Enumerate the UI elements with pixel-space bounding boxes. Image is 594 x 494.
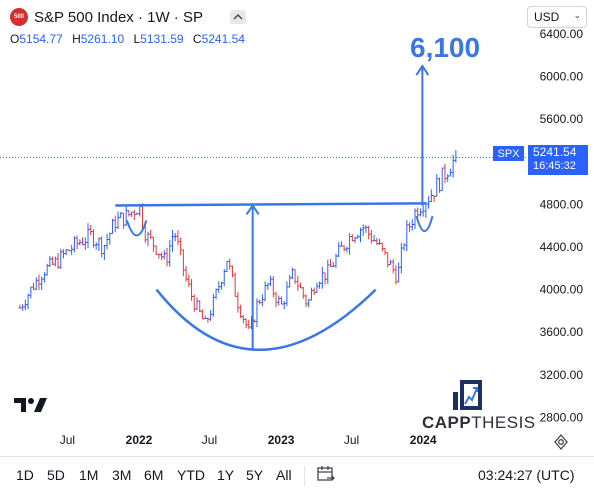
currency-select[interactable]: USD ⌄ (527, 6, 587, 28)
y-tick-label: 3600.00 (540, 325, 584, 339)
high-value: 5261.10 (80, 32, 125, 46)
range-3m-button[interactable]: 3M (112, 467, 132, 483)
open-label: O (10, 32, 20, 46)
range-5y-button[interactable]: 5Y (246, 467, 264, 483)
utc-clock[interactable]: 03:24:27 (UTC) (478, 467, 575, 483)
last-price-tag: 5241.54 16:45:32 (528, 145, 588, 175)
x-tick-label: Jul (60, 433, 75, 447)
collapse-legend-button[interactable] (230, 10, 246, 24)
handle-arc (415, 215, 434, 233)
tradingview-logo-icon[interactable] (14, 397, 48, 418)
capp-chart-logo-icon (453, 380, 482, 410)
last-price: 5241.54 (533, 145, 577, 159)
range-6m-button[interactable]: 6M (144, 467, 164, 483)
range-1y-button[interactable]: 1Y (217, 467, 235, 483)
range-1m-button[interactable]: 1M (79, 467, 99, 483)
chart-header: 500 S&P 500 Index · 1W · SP (10, 6, 203, 28)
y-tick-label: 4000.00 (540, 283, 584, 297)
x-tick-label: 2024 (410, 433, 437, 447)
range-5d-button[interactable]: 5D (47, 467, 65, 483)
target-arrow-head (415, 64, 430, 76)
y-tick-label: 5600.00 (540, 112, 584, 126)
y-tick-label: 3200.00 (540, 368, 584, 382)
cup-arc (155, 288, 377, 352)
high-label: H (72, 32, 81, 46)
chevron-down-icon: ⌄ (573, 10, 581, 20)
low-value: 5131.59 (140, 32, 184, 46)
y-tick-label: 6400.00 (540, 27, 584, 41)
capp-wordmark: CAPPTHESIS (422, 413, 536, 433)
x-tick-label: Jul (202, 433, 217, 447)
close-value: 5241.54 (201, 32, 245, 46)
y-tick-label: 4400.00 (540, 240, 584, 254)
range-all-button[interactable]: All (276, 467, 292, 483)
date-range-button[interactable] (316, 464, 336, 489)
toolbar-separator (304, 466, 305, 486)
symbol-logo: 500 (10, 8, 28, 26)
y-tick-label: 6000.00 (540, 70, 584, 84)
chart-title[interactable]: S&P 500 Index · 1W · SP (34, 8, 203, 26)
chart-settings-button[interactable] (553, 434, 569, 455)
settings-icon (554, 434, 568, 450)
y-tick-label: 4800.00 (540, 197, 584, 211)
brand-light: THESIS (471, 413, 536, 432)
range-1d-button[interactable]: 1D (16, 467, 34, 483)
neckline-line (115, 202, 427, 207)
calendar-range-icon (317, 466, 335, 481)
depth-arrow-head (245, 203, 260, 216)
x-tick-label: Jul (344, 433, 359, 447)
y-tick-label: 2800.00 (540, 410, 584, 424)
symbol-price-tag: SPX (493, 146, 524, 161)
low-label: L (133, 32, 141, 46)
brand-strong: CAPP (422, 413, 472, 432)
close-label: C (192, 32, 202, 46)
currency-value: USD (534, 10, 560, 24)
bottom-divider (0, 456, 594, 457)
handle-arc (125, 220, 148, 237)
ohlc-legend: O5154.77 H5261.10 L5131.59 C5241.54 (10, 32, 251, 46)
bar-countdown: 16:45:32 (533, 160, 576, 172)
range-ytd-button[interactable]: YTD (177, 467, 205, 483)
bottom-toolbar: 1D 5D 1M 3M 6M YTD 1Y 5Y All 03:24:27 (U… (0, 458, 594, 494)
x-tick-label: 2022 (126, 433, 153, 447)
open-value: 5154.77 (19, 32, 63, 46)
target-label: 6,100 (410, 32, 481, 63)
x-tick-label: 2023 (268, 433, 295, 447)
collapse-icon (233, 13, 243, 20)
